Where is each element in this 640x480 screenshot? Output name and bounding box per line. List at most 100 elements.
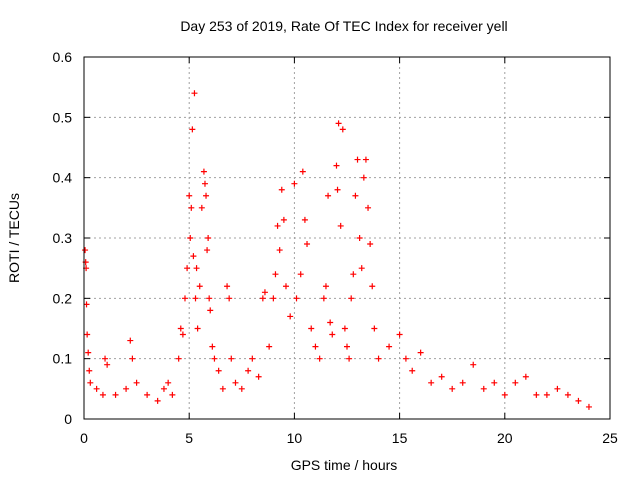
data-point-marker (200, 168, 207, 175)
x-tick-label: 15 (392, 430, 408, 446)
data-point-marker (87, 379, 94, 386)
x-tick-label: 20 (497, 430, 513, 446)
data-point-marker (194, 325, 201, 332)
data-point-marker (320, 295, 327, 302)
data-point-marker (186, 192, 193, 199)
data-point-marker (356, 235, 363, 241)
x-tick-label: 0 (80, 430, 88, 446)
data-point-marker (191, 90, 198, 97)
data-point-marker (396, 331, 403, 338)
data-point-marker (564, 391, 571, 398)
data-point-marker (201, 180, 208, 187)
data-point-marker (449, 385, 456, 392)
data-point-marker (339, 126, 346, 133)
data-point-marker (259, 295, 266, 302)
data-point-marker (232, 379, 239, 386)
data-point-marker (123, 385, 130, 392)
data-point-marker (104, 361, 111, 368)
data-point-marker (192, 295, 199, 302)
data-point-marker (245, 367, 252, 374)
data-point-marker (334, 186, 341, 193)
data-point-marker (352, 192, 359, 199)
y-tick-label: 0.5 (53, 109, 73, 125)
data-point-marker (198, 204, 205, 211)
data-point-marker (211, 355, 218, 362)
data-point-marker (371, 325, 378, 332)
data-point-marker (177, 325, 184, 332)
data-point-marker (93, 385, 100, 392)
data-point-marker (160, 385, 167, 392)
data-point-marker (299, 168, 306, 175)
data-point-marker (293, 295, 300, 302)
data-point-marker (272, 271, 279, 278)
data-point-marker (304, 241, 311, 248)
data-point-marker (85, 349, 92, 356)
data-point-marker (329, 331, 336, 338)
data-point-marker (480, 385, 487, 392)
data-point-marker (228, 355, 235, 362)
grid-lines (84, 57, 610, 419)
data-point-marker (308, 325, 315, 332)
data-point-marker (181, 295, 188, 302)
data-point-marker (86, 367, 93, 374)
x-tick-label: 10 (287, 430, 303, 446)
data-point-marker (341, 325, 348, 332)
data-point-marker (375, 355, 382, 362)
data-point-marker (354, 156, 361, 163)
data-point-marker (133, 379, 140, 386)
data-point-marker (255, 373, 262, 380)
data-point-marker (188, 204, 195, 211)
data-point-marker (358, 265, 365, 272)
data-point-marker (187, 235, 194, 241)
data-point-marker (327, 319, 334, 326)
data-point-marker (238, 385, 245, 392)
data-point-marker (301, 216, 308, 223)
y-tick-label: 0.2 (53, 290, 73, 306)
data-point-marker (491, 379, 498, 386)
data-point-marker (409, 367, 416, 374)
data-point-marker (333, 162, 340, 169)
data-point-marker (585, 403, 592, 410)
data-point-marker (335, 120, 342, 127)
data-point-marker (278, 186, 285, 193)
data-point-marker (322, 283, 329, 290)
data-point-marker (365, 204, 372, 211)
y-tick-label: 0 (64, 411, 72, 427)
data-point-marker (179, 331, 186, 338)
data-point-marker (209, 343, 216, 350)
data-point-marker (470, 361, 477, 368)
data-point-marker (554, 385, 561, 392)
data-point-marker (274, 222, 281, 229)
data-point-marker (459, 379, 466, 386)
data-point-marker (348, 295, 355, 302)
data-point-marker (83, 301, 90, 308)
data-point-marker (219, 385, 226, 392)
data-point-marker (316, 355, 323, 362)
data-point-marker (204, 247, 211, 254)
y-tick-label: 0.4 (53, 170, 73, 186)
data-point-marker (205, 235, 212, 241)
data-point-marker (325, 192, 332, 199)
data-point-marker (144, 391, 151, 398)
data-point-marker (175, 355, 182, 362)
y-tick-label: 0.6 (53, 49, 73, 65)
data-point-marker (84, 331, 91, 338)
data-point-marker (402, 355, 409, 362)
data-point-marker (249, 355, 256, 362)
data-point-marker (127, 337, 134, 344)
y-axis-label: ROTI / TECUs (6, 193, 22, 283)
data-point-marker (193, 265, 200, 272)
data-point-marker (522, 373, 529, 380)
data-point-marker (533, 391, 540, 398)
data-point-marker (291, 180, 298, 187)
data-point-marker (367, 241, 374, 248)
data-point-marker (282, 283, 289, 290)
data-point-marker (112, 391, 119, 398)
data-point-marker (165, 379, 172, 386)
data-point-marker (575, 397, 582, 404)
x-tick-label: 25 (602, 430, 618, 446)
data-point-marker (346, 355, 353, 362)
y-tick-label: 0.3 (53, 230, 73, 246)
chart-title: Day 253 of 2019, Rate Of TEC Index for r… (180, 18, 507, 34)
